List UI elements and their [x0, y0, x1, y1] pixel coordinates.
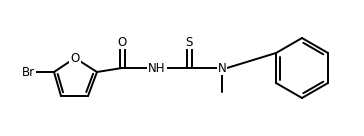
Text: NH: NH [148, 61, 166, 75]
Text: S: S [185, 35, 193, 49]
Text: O: O [117, 35, 127, 49]
Text: O: O [70, 52, 80, 64]
Text: Br: Br [21, 66, 35, 78]
Text: N: N [218, 61, 226, 75]
